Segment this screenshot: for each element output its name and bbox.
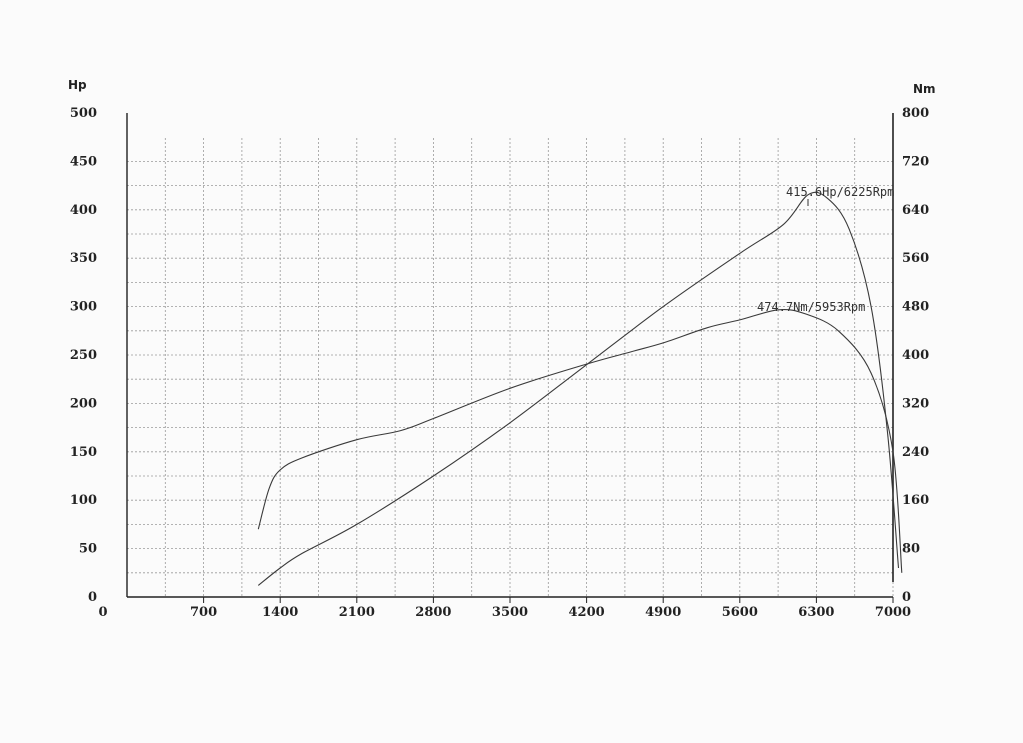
y-left-tick-label: 450 bbox=[70, 154, 97, 169]
y-right-tick-label: 480 bbox=[902, 300, 929, 315]
x-tick-label: 4200 bbox=[569, 605, 605, 620]
peak-annotation: 415.6Hp/6225Rpm bbox=[786, 185, 894, 199]
y-left-tick-label: 200 bbox=[70, 396, 97, 411]
x-tick-label: 1400 bbox=[262, 605, 298, 620]
annotations: 415.6Hp/6225Rpm 474.7Nm/5953Rpm bbox=[757, 185, 894, 314]
torque-curve bbox=[257, 308, 903, 573]
y-left-tick-label: 150 bbox=[70, 445, 97, 460]
x-tick-label: 3500 bbox=[492, 605, 528, 620]
y-left-tick-label: 300 bbox=[70, 300, 97, 315]
x-tick-label: 700 bbox=[190, 605, 217, 620]
y-left-tick-label: 0 bbox=[88, 590, 97, 605]
x-tick-label: 2800 bbox=[415, 605, 451, 620]
power-curve bbox=[257, 191, 900, 586]
y-left-tick-label: 400 bbox=[70, 203, 97, 218]
y-right-tick-label: 0 bbox=[902, 590, 911, 605]
x-tick-label: 4900 bbox=[645, 605, 681, 620]
x-tick-label: 6300 bbox=[798, 605, 834, 620]
y-right-tick-label: 560 bbox=[902, 251, 929, 266]
peak-annotation: 474.7Nm/5953Rpm bbox=[757, 300, 865, 314]
x-tick-label: 2100 bbox=[339, 605, 375, 620]
left-axis-label: Hp bbox=[68, 78, 87, 92]
x-tick-label: 7000 bbox=[875, 605, 911, 620]
series-lines bbox=[257, 191, 903, 586]
x-tick-label: 0 bbox=[98, 605, 107, 620]
y-left-tick-label: 250 bbox=[70, 348, 97, 363]
y-left-tick-label: 350 bbox=[70, 251, 97, 266]
axes bbox=[126, 113, 894, 603]
y-right-tick-label: 160 bbox=[902, 493, 929, 508]
right-axis-label: Nm bbox=[913, 82, 936, 96]
y-right-tick-label: 720 bbox=[902, 154, 929, 169]
grid bbox=[127, 138, 894, 597]
y-left-tick-label: 50 bbox=[79, 542, 97, 557]
x-tick-label: 5600 bbox=[722, 605, 758, 620]
y-left-tick-label: 500 bbox=[70, 106, 97, 121]
y-left-tick-label: 100 bbox=[70, 493, 97, 508]
y-right-tick-label: 80 bbox=[902, 542, 920, 557]
tick-labels: 0 700 1400 2100 2800 3500 4200 4900 5600 6300 7000… bbox=[70, 106, 929, 620]
y-right-tick-label: 400 bbox=[902, 348, 929, 363]
y-right-tick-label: 320 bbox=[902, 396, 929, 411]
y-right-tick-label: 640 bbox=[902, 203, 929, 218]
y-right-tick-label: 800 bbox=[902, 106, 929, 121]
y-right-tick-label: 240 bbox=[902, 445, 929, 460]
